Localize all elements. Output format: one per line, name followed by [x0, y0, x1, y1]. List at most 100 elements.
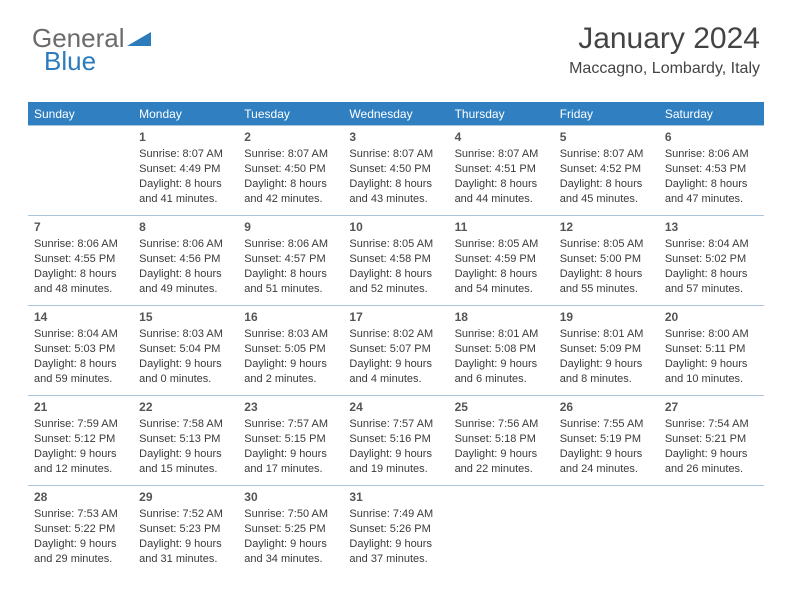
weekday-header: Thursday	[449, 103, 554, 126]
sunset-info: Sunset: 5:11 PM	[665, 342, 758, 357]
calendar-cell: 12Sunrise: 8:05 AMSunset: 5:00 PMDayligh…	[554, 216, 659, 306]
daylight-info: Daylight: 9 hours and 6 minutes.	[455, 357, 548, 387]
calendar-cell	[28, 126, 133, 216]
page-title: January 2024	[569, 22, 760, 56]
weekday-header: Monday	[133, 103, 238, 126]
calendar-cell: 11Sunrise: 8:05 AMSunset: 4:59 PMDayligh…	[449, 216, 554, 306]
sunrise-info: Sunrise: 8:07 AM	[455, 147, 548, 162]
sunrise-info: Sunrise: 7:52 AM	[139, 507, 232, 522]
sunset-info: Sunset: 5:04 PM	[139, 342, 232, 357]
location-label: Maccagno, Lombardy, Italy	[569, 60, 760, 78]
daylight-info: Daylight: 8 hours and 55 minutes.	[560, 267, 653, 297]
calendar-cell: 23Sunrise: 7:57 AMSunset: 5:15 PMDayligh…	[238, 396, 343, 486]
daylight-info: Daylight: 9 hours and 29 minutes.	[34, 537, 127, 567]
calendar-row: 28Sunrise: 7:53 AMSunset: 5:22 PMDayligh…	[28, 486, 764, 576]
day-number: 25	[455, 399, 548, 415]
calendar-cell: 24Sunrise: 7:57 AMSunset: 5:16 PMDayligh…	[343, 396, 448, 486]
weekday-header: Wednesday	[343, 103, 448, 126]
daylight-info: Daylight: 9 hours and 0 minutes.	[139, 357, 232, 387]
day-number: 28	[34, 489, 127, 505]
sunset-info: Sunset: 5:25 PM	[244, 522, 337, 537]
calendar-table: SundayMondayTuesdayWednesdayThursdayFrid…	[28, 102, 764, 576]
daylight-info: Daylight: 9 hours and 12 minutes.	[34, 447, 127, 477]
calendar-row: 7Sunrise: 8:06 AMSunset: 4:55 PMDaylight…	[28, 216, 764, 306]
day-number: 26	[560, 399, 653, 415]
sunrise-info: Sunrise: 8:04 AM	[665, 237, 758, 252]
calendar-cell: 28Sunrise: 7:53 AMSunset: 5:22 PMDayligh…	[28, 486, 133, 576]
calendar-cell: 31Sunrise: 7:49 AMSunset: 5:26 PMDayligh…	[343, 486, 448, 576]
calendar-cell: 17Sunrise: 8:02 AMSunset: 5:07 PMDayligh…	[343, 306, 448, 396]
calendar-cell: 18Sunrise: 8:01 AMSunset: 5:08 PMDayligh…	[449, 306, 554, 396]
calendar-body: 1Sunrise: 8:07 AMSunset: 4:49 PMDaylight…	[28, 126, 764, 576]
sunset-info: Sunset: 4:57 PM	[244, 252, 337, 267]
calendar-cell: 26Sunrise: 7:55 AMSunset: 5:19 PMDayligh…	[554, 396, 659, 486]
sunset-info: Sunset: 4:50 PM	[244, 162, 337, 177]
daylight-info: Daylight: 9 hours and 24 minutes.	[560, 447, 653, 477]
weekday-header: Saturday	[659, 103, 764, 126]
calendar-row: 1Sunrise: 8:07 AMSunset: 4:49 PMDaylight…	[28, 126, 764, 216]
day-number: 21	[34, 399, 127, 415]
day-number: 16	[244, 309, 337, 325]
calendar-cell	[449, 486, 554, 576]
header-right: January 2024 Maccagno, Lombardy, Italy	[569, 22, 760, 78]
calendar-cell: 3Sunrise: 8:07 AMSunset: 4:50 PMDaylight…	[343, 126, 448, 216]
sunset-info: Sunset: 5:26 PM	[349, 522, 442, 537]
sunset-info: Sunset: 4:49 PM	[139, 162, 232, 177]
sunrise-info: Sunrise: 7:50 AM	[244, 507, 337, 522]
sunset-info: Sunset: 5:03 PM	[34, 342, 127, 357]
daylight-info: Daylight: 8 hours and 48 minutes.	[34, 267, 127, 297]
daylight-info: Daylight: 8 hours and 52 minutes.	[349, 267, 442, 297]
day-number: 11	[455, 219, 548, 235]
sunset-info: Sunset: 4:50 PM	[349, 162, 442, 177]
sunrise-info: Sunrise: 7:54 AM	[665, 417, 758, 432]
day-number: 17	[349, 309, 442, 325]
daylight-info: Daylight: 8 hours and 59 minutes.	[34, 357, 127, 387]
sunrise-info: Sunrise: 8:03 AM	[244, 327, 337, 342]
sunset-info: Sunset: 4:56 PM	[139, 252, 232, 267]
sunrise-info: Sunrise: 8:07 AM	[349, 147, 442, 162]
sunset-info: Sunset: 5:05 PM	[244, 342, 337, 357]
sunset-info: Sunset: 5:18 PM	[455, 432, 548, 447]
sunset-info: Sunset: 5:13 PM	[139, 432, 232, 447]
sunset-info: Sunset: 5:12 PM	[34, 432, 127, 447]
calendar-cell: 13Sunrise: 8:04 AMSunset: 5:02 PMDayligh…	[659, 216, 764, 306]
daylight-info: Daylight: 8 hours and 57 minutes.	[665, 267, 758, 297]
calendar-row: 21Sunrise: 7:59 AMSunset: 5:12 PMDayligh…	[28, 396, 764, 486]
calendar-cell: 14 Sunrise: 8:04 AMSunset: 5:03 PMDayligh…	[28, 306, 133, 396]
sunset-info: Sunset: 5:02 PM	[665, 252, 758, 267]
day-number: 6	[665, 129, 758, 145]
weekday-header: Friday	[554, 103, 659, 126]
daylight-info: Daylight: 8 hours and 41 minutes.	[139, 177, 232, 207]
day-number: 3	[349, 129, 442, 145]
day-number: 29	[139, 489, 232, 505]
day-number: 14	[34, 309, 127, 325]
calendar-cell: 15Sunrise: 8:03 AMSunset: 5:04 PMDayligh…	[133, 306, 238, 396]
sunset-info: Sunset: 5:21 PM	[665, 432, 758, 447]
daylight-info: Daylight: 9 hours and 22 minutes.	[455, 447, 548, 477]
brand-triangle-icon	[127, 22, 151, 53]
sunrise-info: Sunrise: 8:06 AM	[244, 237, 337, 252]
brand-part2: Blue	[44, 46, 96, 76]
calendar-cell: 22Sunrise: 7:58 AMSunset: 5:13 PMDayligh…	[133, 396, 238, 486]
weekday-header: Sunday	[28, 103, 133, 126]
day-number: 20	[665, 309, 758, 325]
sunrise-info: Sunrise: 8:04 AM	[34, 327, 127, 342]
sunset-info: Sunset: 5:07 PM	[349, 342, 442, 357]
sunset-info: Sunset: 5:15 PM	[244, 432, 337, 447]
calendar-row: 14Sunrise: 8:04 AMSunset: 5:03 PMDayligh…	[28, 306, 764, 396]
calendar-cell: 4Sunrise: 8:07 AMSunset: 4:51 PMDaylight…	[449, 126, 554, 216]
calendar-cell: 20Sunrise: 8:00 AMSunset: 5:11 PMDayligh…	[659, 306, 764, 396]
sunrise-info: Sunrise: 8:01 AM	[560, 327, 653, 342]
daylight-info: Daylight: 9 hours and 34 minutes.	[244, 537, 337, 567]
calendar-cell: 8Sunrise: 8:06 AMSunset: 4:56 PMDaylight…	[133, 216, 238, 306]
brand-part2-wrap: Blue	[44, 46, 96, 77]
sunrise-info: Sunrise: 8:05 AM	[455, 237, 548, 252]
sunrise-info: Sunrise: 7:57 AM	[349, 417, 442, 432]
day-number: 24	[349, 399, 442, 415]
sunset-info: Sunset: 4:58 PM	[349, 252, 442, 267]
daylight-info: Daylight: 9 hours and 26 minutes.	[665, 447, 758, 477]
sunrise-info: Sunrise: 7:58 AM	[139, 417, 232, 432]
calendar-cell: 30Sunrise: 7:50 AMSunset: 5:25 PMDayligh…	[238, 486, 343, 576]
day-number: 15	[139, 309, 232, 325]
sunset-info: Sunset: 5:08 PM	[455, 342, 548, 357]
